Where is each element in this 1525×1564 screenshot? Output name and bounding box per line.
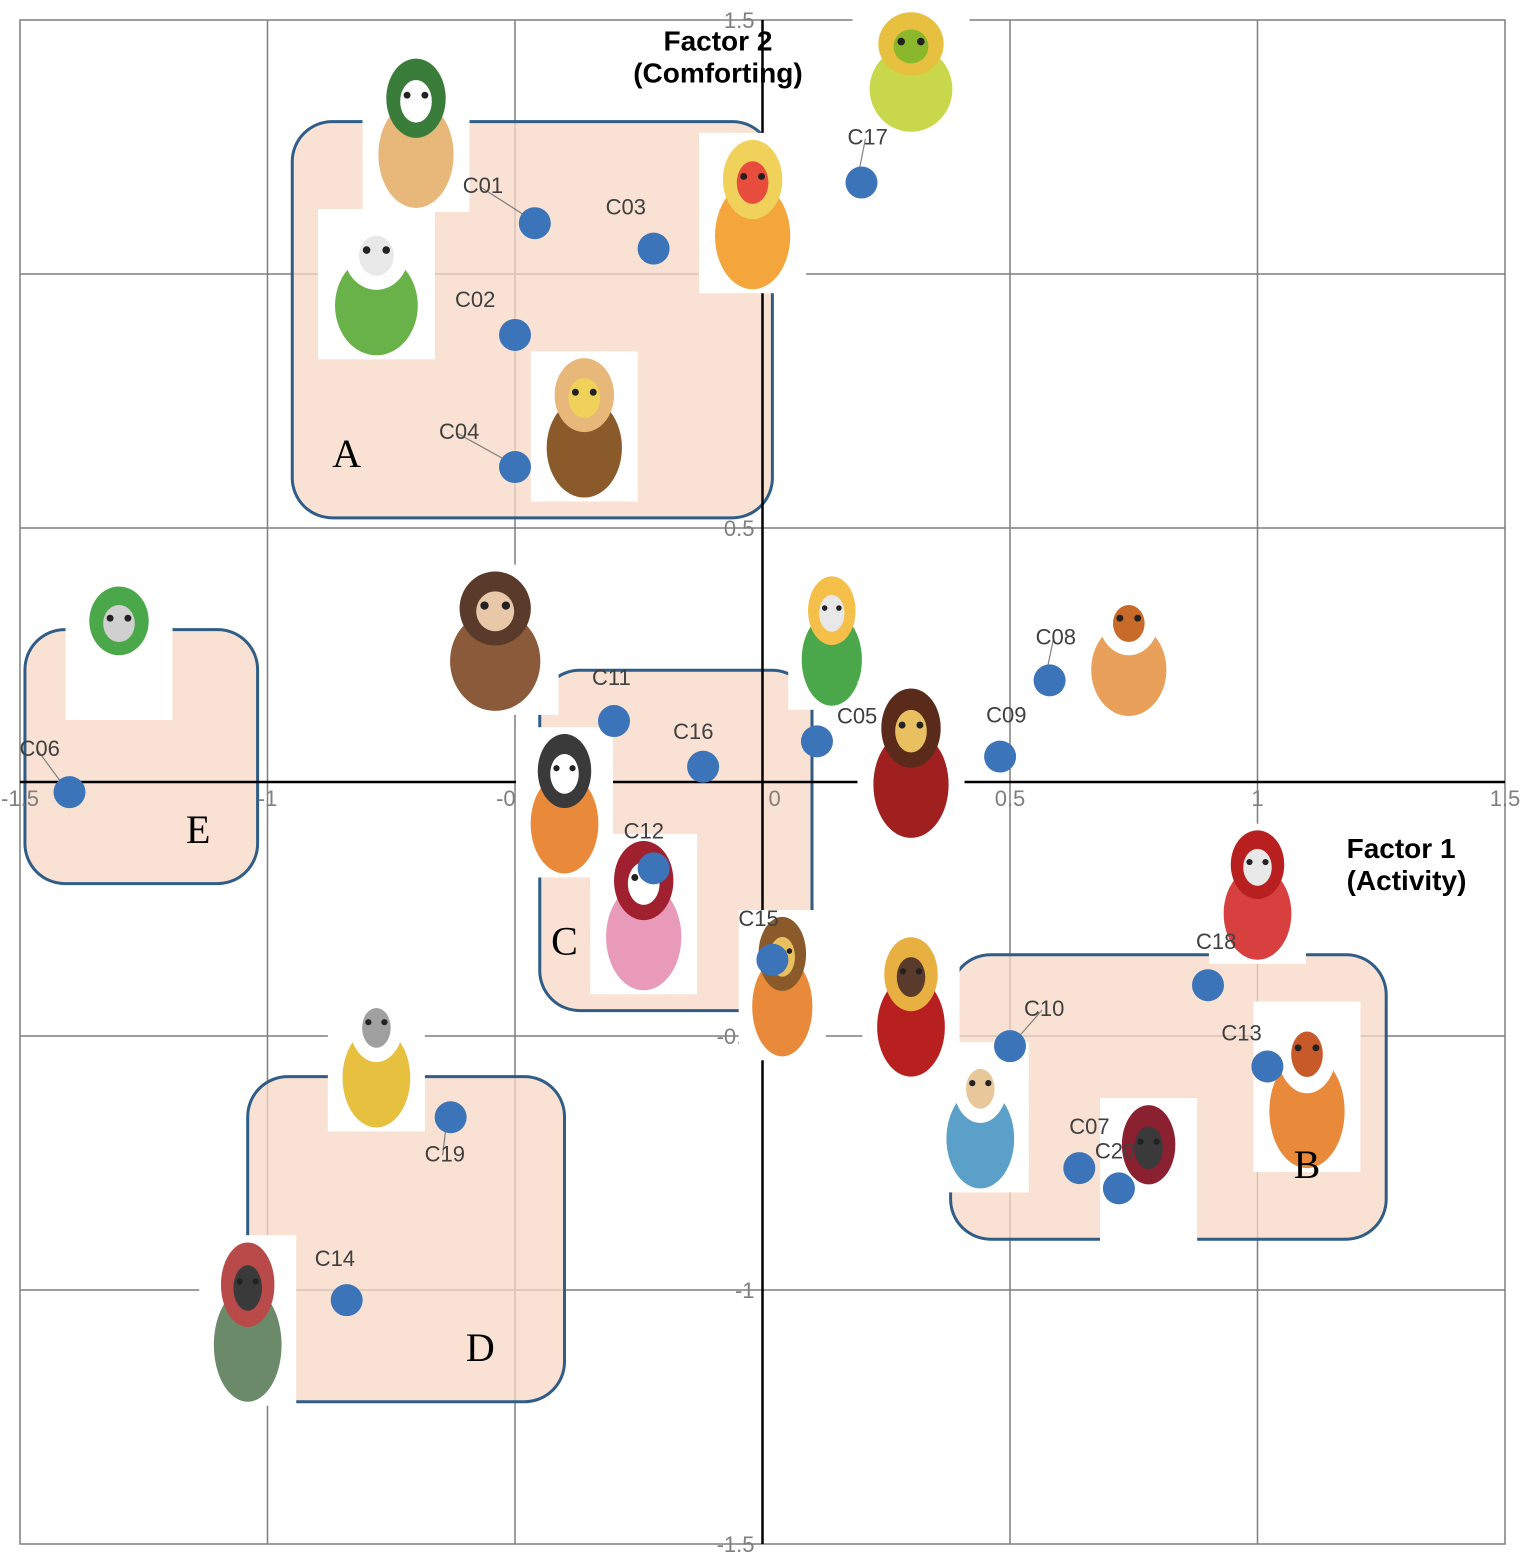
cluster-label: C: [551, 919, 578, 964]
data-point: [435, 1101, 467, 1133]
mascot-icon: [199, 1235, 296, 1406]
data-point: [984, 741, 1016, 773]
point-label: C06: [20, 736, 60, 761]
mascot-icon: [853, 6, 970, 136]
mascot-icon: [432, 565, 559, 715]
svg-text:(Activity): (Activity): [1347, 865, 1467, 896]
mascot-icon: [739, 910, 826, 1060]
tick-y: -1.5: [717, 1532, 755, 1557]
data-point: [1192, 969, 1224, 1001]
data-point: [499, 319, 531, 351]
data-point: [1251, 1050, 1283, 1082]
point-label: C11: [592, 665, 631, 690]
cluster-label: D: [466, 1325, 495, 1370]
data-point: [846, 167, 878, 199]
data-point: [331, 1284, 363, 1316]
data-point: [687, 751, 719, 783]
point-label: C13: [1221, 1020, 1261, 1045]
point-label: C17: [848, 125, 888, 150]
mascot-icon: [1075, 580, 1182, 720]
data-point: [54, 776, 86, 808]
point-label: C05: [837, 703, 877, 728]
cluster-label: B: [1294, 1142, 1321, 1187]
data-point: [1063, 1152, 1095, 1184]
point-label: C02: [455, 287, 495, 312]
data-point: [994, 1030, 1026, 1062]
tick-x: 1.5: [1490, 786, 1521, 811]
data-point: [1103, 1172, 1135, 1204]
mascot-icon: [363, 52, 470, 212]
svg-text:Factor 1: Factor 1: [1347, 833, 1456, 864]
data-point: [1034, 664, 1066, 696]
tick-x: 1: [1251, 786, 1263, 811]
scatter-chart: -1.5-1-0.500.511.5-1.5-1-0.50.511.5Facto…: [0, 0, 1525, 1564]
tick-y: -1: [735, 1278, 755, 1303]
chart-svg: -1.5-1-0.500.511.5-1.5-1-0.50.511.5Facto…: [0, 0, 1525, 1564]
point-label: C07: [1069, 1114, 1109, 1139]
tick-x: -1: [258, 786, 278, 811]
point-label: C09: [986, 703, 1026, 728]
point-label: C03: [606, 195, 646, 220]
mascot-icon: [862, 930, 959, 1080]
cluster-label: A: [332, 431, 361, 476]
data-point: [638, 233, 670, 265]
point-label: C16: [673, 719, 713, 744]
point-label: C04: [439, 419, 479, 444]
mascot-icon: [318, 209, 435, 359]
data-point: [756, 944, 788, 976]
mascot-icon: [66, 580, 173, 720]
svg-text:Factor 2: Factor 2: [663, 25, 772, 56]
mascot-icon: [328, 981, 425, 1131]
point-label: C18: [1196, 929, 1236, 954]
point-label: C15: [738, 906, 778, 931]
point-label: C10: [1024, 996, 1064, 1021]
x-axis-title: Factor 1(Activity): [1347, 833, 1467, 896]
mascot-icon: [531, 351, 638, 501]
tick-x: -1.5: [1, 786, 39, 811]
cluster-label: E: [186, 807, 210, 852]
data-point: [801, 725, 833, 757]
tick-y: 0.5: [724, 516, 755, 541]
point-label: C19: [425, 1141, 465, 1166]
point-label: C08: [1036, 624, 1076, 649]
data-point: [499, 451, 531, 483]
point-label: C12: [624, 818, 664, 843]
tick-x: 0.5: [995, 786, 1026, 811]
point-label: C14: [315, 1246, 355, 1271]
data-point: [519, 207, 551, 239]
data-point: [598, 705, 630, 737]
tick-x: 0: [769, 786, 781, 811]
mascot-icon: [516, 727, 613, 877]
data-point: [638, 852, 670, 884]
point-label: C20: [1095, 1138, 1135, 1163]
mascot-icon: [699, 133, 806, 293]
point-label: C01: [463, 173, 503, 198]
svg-text:(Comforting): (Comforting): [633, 57, 803, 88]
